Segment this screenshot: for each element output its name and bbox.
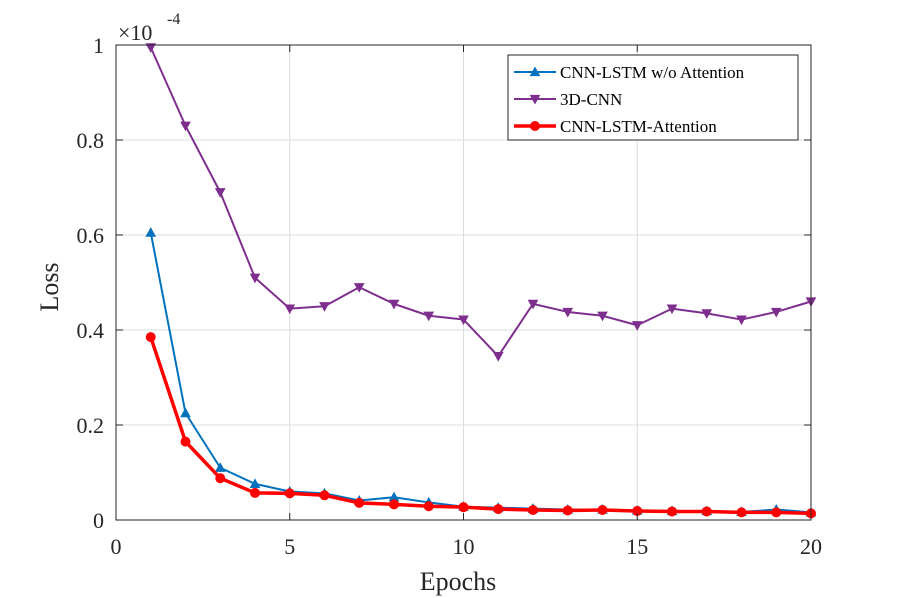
data-point [284,304,296,315]
series-line [149,46,812,358]
data-point [667,506,677,517]
data-point [423,501,434,512]
y-axis-title: Loss [35,262,64,311]
data-point [353,283,365,293]
y-tick-label: 1 [93,33,104,58]
data-point [388,299,400,310]
data-point [389,499,399,510]
data-point [562,505,573,516]
data-point [284,488,295,499]
data-point [562,307,574,318]
y-scale-exponent: -4 [167,11,180,28]
legend-label: CNN-LSTM w/o Attention [560,63,745,82]
data-point [527,299,539,310]
data-point [597,311,608,322]
data-point [145,332,156,343]
data-point [249,273,261,284]
data-point [354,497,365,508]
data-point [736,315,747,326]
data-point [597,505,608,516]
data-point [528,505,538,516]
data-point [701,506,712,517]
data-point [250,487,260,498]
data-point [771,507,782,518]
data-point [701,309,713,319]
data-point [492,352,504,362]
data-point [319,490,330,501]
legend-marker [529,94,541,105]
data-point [180,121,191,132]
series-1 [145,43,817,362]
data-point [736,507,747,518]
data-point [458,502,469,513]
series-2 [145,332,816,519]
data-point [145,227,157,237]
data-point [180,407,191,418]
legend-marker [529,66,541,77]
y-tick-label: 0.2 [77,413,105,438]
x-tick-label: 15 [626,534,648,559]
data-point [666,304,678,315]
y-tick-label: 0.8 [77,128,105,153]
data-point [214,188,226,198]
series-line [149,336,812,516]
x-tick-label: 10 [453,534,475,559]
x-tick-label: 20 [800,534,822,559]
axis-ticks: 0 5 10 15 20 0 0.2 0.4 0.6 0.8 1 [77,33,823,559]
legend: CNN-LSTM w/o Attention 3D-CNN CNN-LSTM-Att… [507,54,799,141]
data-point [214,462,226,472]
data-point [319,302,330,312]
y-tick-label: 0.6 [77,223,105,248]
x-tick-label: 5 [284,534,295,559]
data-point [458,315,469,326]
legend-marker [530,121,540,131]
data-point [180,436,191,447]
legend-label: 3D-CNN [560,90,622,109]
data-point [423,311,435,322]
data-point [145,43,157,53]
y-tick-label: 0 [93,508,104,533]
legend-box [507,54,799,141]
data-point [215,473,226,484]
x-axis-title: Epochs [420,567,497,596]
x-tick-label: 0 [111,534,122,559]
data-point [493,504,504,515]
series-layer [145,43,817,519]
data-point [770,307,782,318]
data-point [249,478,261,488]
data-point [631,321,643,331]
y-tick-label: 0.4 [77,318,105,343]
legend-label: CNN-LSTM-Attention [560,117,717,136]
y-scale-prefix: ×10 [118,20,152,45]
